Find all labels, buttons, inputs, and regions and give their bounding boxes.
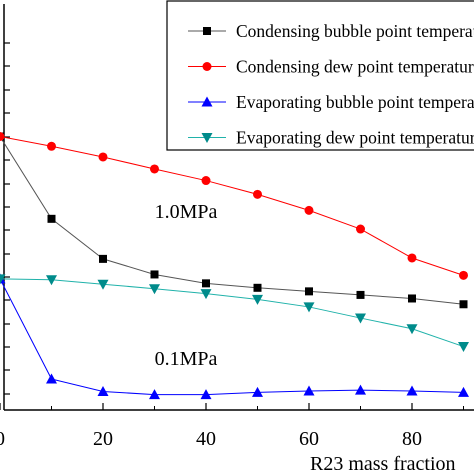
series-condensing-bubble-point-temperature	[0, 132, 468, 309]
data-point	[0, 132, 5, 141]
data-point	[252, 386, 263, 397]
x-tick-label: 40	[196, 428, 216, 450]
data-point	[406, 324, 418, 335]
x-tick-label: 60	[299, 428, 319, 450]
data-point	[356, 224, 365, 234]
x-tick-label: 80	[402, 428, 422, 450]
data-point	[458, 386, 469, 397]
x-axis-label: R23 mass fraction	[310, 453, 456, 474]
data-point	[98, 152, 108, 162]
series-line	[0, 136, 464, 276]
series-line	[0, 278, 464, 348]
data-point	[202, 279, 210, 288]
data-point	[200, 289, 212, 300]
legend-label: Evaporating bubble point temperature	[236, 92, 474, 112]
data-point	[97, 279, 109, 290]
annotations: 1.0MPa 0.1MPa	[155, 201, 218, 370]
data-point	[46, 373, 57, 384]
data-point	[252, 294, 263, 305]
data-point	[408, 294, 416, 303]
legend-label: Condensing bubble point temperature	[236, 21, 474, 41]
data-point	[150, 270, 159, 279]
series-evaporating-dew-point-temperature	[0, 274, 469, 353]
data-point	[305, 287, 313, 296]
data-point	[459, 300, 468, 309]
data-point	[458, 342, 469, 353]
data-point	[47, 214, 56, 223]
data-point	[356, 290, 365, 299]
legend-label: Evaporating dew point temperature	[236, 128, 474, 148]
data-point	[355, 384, 366, 395]
legend-marker	[203, 27, 211, 35]
series-line	[0, 278, 464, 396]
legend-marker	[202, 62, 212, 71]
legend-marker	[201, 133, 213, 143]
legend-box	[166, 0, 474, 151]
data-point	[407, 253, 417, 263]
data-point	[355, 313, 366, 324]
data-point	[99, 254, 107, 263]
data-point	[459, 270, 468, 280]
data-point	[149, 284, 160, 295]
data-point	[46, 275, 57, 286]
legend: Condensing bubble point temperature Conde…	[166, 0, 474, 151]
x-tick-label: 0	[0, 428, 5, 450]
data-point	[304, 205, 314, 215]
data-point	[97, 385, 109, 396]
data-point	[150, 164, 159, 174]
data-point	[303, 302, 315, 313]
data-point	[253, 283, 262, 292]
data-point	[303, 385, 315, 396]
data-point	[201, 176, 211, 186]
data-point	[0, 274, 6, 285]
series-line	[0, 136, 464, 305]
data-point	[47, 141, 56, 151]
legend-label: Condensing dew point temperature	[236, 57, 474, 77]
series-condensing-dew-point-temperature	[0, 132, 468, 280]
x-tick-label: 20	[93, 428, 113, 450]
data-point	[253, 189, 262, 199]
annotation-label: 0.1MPa	[155, 348, 218, 370]
series-layer	[0, 132, 469, 400]
data-point	[200, 389, 212, 400]
series-evaporating-bubble-point-temperature	[0, 273, 469, 400]
annotation-label: 1.0MPa	[155, 201, 218, 223]
data-point	[149, 389, 160, 400]
legend-marker	[201, 96, 213, 107]
data-point	[406, 385, 418, 396]
axes: 0 20 40 60 80	[0, 4, 474, 450]
